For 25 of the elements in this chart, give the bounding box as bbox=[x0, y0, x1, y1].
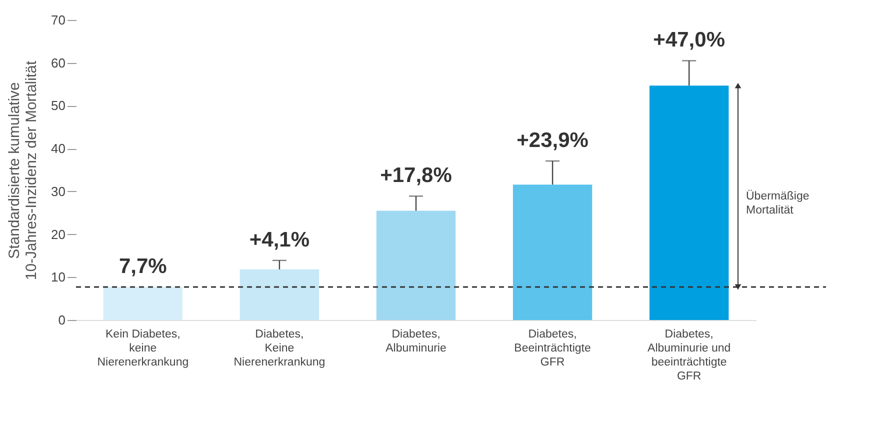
annotation: +17,8% bbox=[380, 164, 452, 188]
bar bbox=[649, 86, 729, 320]
y-tick-label: 60 bbox=[51, 55, 66, 70]
x-tick-label: Diabetes, Keine Nierenerkrankung bbox=[234, 328, 326, 368]
y-tick-label: 0 bbox=[58, 312, 66, 328]
annotation: +4,1% bbox=[249, 228, 310, 252]
y-tick-label: 50 bbox=[51, 98, 66, 114]
annotation: +47,0% bbox=[653, 28, 726, 52]
y-tick-label: 10 bbox=[51, 270, 66, 285]
bar bbox=[376, 210, 456, 320]
x-tick-label: Diabetes, Albuminurie bbox=[386, 328, 446, 354]
bar bbox=[240, 269, 320, 320]
bar bbox=[512, 184, 592, 320]
x-tick-label: Kein Diabetes, keine Nierenerkrankung bbox=[97, 328, 189, 368]
y-tick-label: 30 bbox=[51, 184, 66, 199]
y-tick-label: 20 bbox=[51, 226, 66, 242]
y-axis-title: Standardisierte kumulative 10-Jahres-Inzidenz der Mortalität bbox=[6, 60, 40, 280]
annotation: +23,9% bbox=[516, 129, 589, 152]
annotation: 7,7% bbox=[118, 255, 168, 278]
annotation: Übermäßige Mortalität bbox=[746, 189, 810, 216]
y-tick-label: 40 bbox=[51, 141, 66, 156]
x-tick-label: Diabetes, Albuminurie und beeinträchtigte GFR bbox=[648, 328, 731, 382]
y-tick-label: 70 bbox=[51, 12, 66, 28]
x-tick-label: Diabetes, Beeinträchtigte GFR bbox=[514, 328, 591, 368]
bar bbox=[103, 287, 183, 320]
